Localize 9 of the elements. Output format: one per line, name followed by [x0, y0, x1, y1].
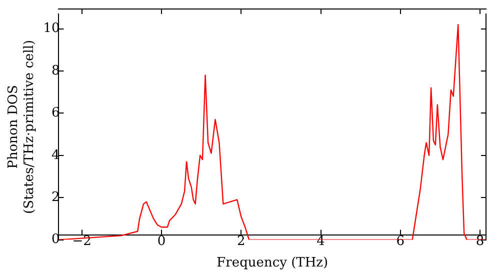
y-axis-title: Phonon DOS (States/THz·primitive cell)	[6, 40, 37, 214]
x-tick-label: 6	[396, 234, 405, 249]
x-tick-label: 4	[316, 234, 325, 249]
x-tick-label: 8	[476, 234, 484, 249]
y-tick-label: 4	[51, 148, 60, 163]
x-axis-title: Frequency (THz)	[216, 256, 328, 271]
x-tick-label: 0	[157, 234, 166, 249]
x-tick-label: −2	[72, 234, 92, 249]
x-tick-label: 2	[236, 234, 246, 249]
